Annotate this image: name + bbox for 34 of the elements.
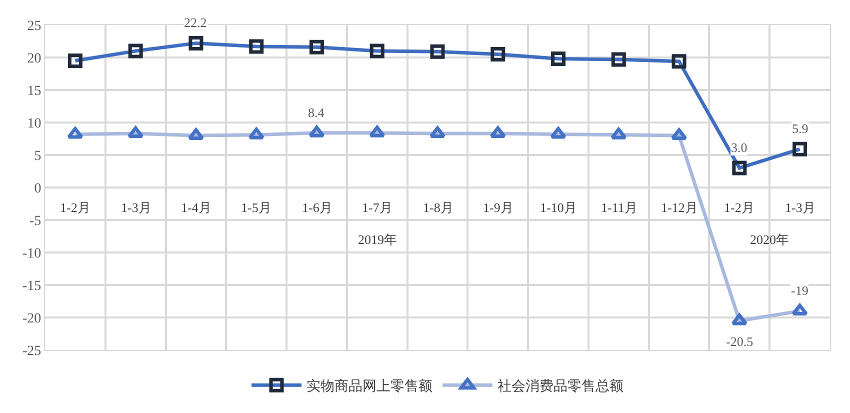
x-tick-label: 1-3月 [121,200,152,215]
y-tick-label: -15 [22,278,42,294]
data-label: 8.4 [308,105,325,120]
legend-label: 实物商品网上零售额 [306,378,432,395]
data-label: 22.2 [184,15,207,30]
y-tick-label: 25 [27,18,42,34]
y-tick-label: -5 [30,214,42,229]
x-tick-label: 1-12月 [661,200,698,215]
x-tick-label: 1-8月 [423,200,454,215]
y-tick-label: -25 [22,344,42,359]
data-label: -20.5 [726,334,754,349]
x-tick-label: 1-2月 [60,200,90,215]
legend-label: 社会消费品零售总额 [498,378,624,395]
data-label: -19 [791,283,808,298]
x-tick-label: 1-11月 [601,200,638,215]
x-tick-label: 1-10月 [540,200,577,215]
x-tick-label: 1-7月 [362,200,392,215]
x-tick-label: 1-6月 [302,200,332,215]
data-label: 3.0 [731,140,748,155]
x-tick-label: 1-9月 [483,200,514,215]
y-tick-label: 5 [34,148,42,164]
data-label: 5.9 [792,121,808,136]
y-tick-label: 20 [27,51,42,66]
x-tick-label: 1-3月 [785,200,816,215]
x-tick-label: 1-5月 [241,200,272,215]
y-tick-label: -20 [22,311,42,326]
y-tick-label: 10 [27,116,42,132]
y-tick-label: 15 [27,84,42,99]
x-tick-label: 1-2月 [724,200,754,215]
y-tick-label: 0 [34,181,42,196]
annotation: 2020年 [750,232,789,247]
x-tick-label: 1-4月 [181,200,212,215]
y-tick-label: -10 [22,246,42,262]
annotation: 2019年 [358,232,397,247]
